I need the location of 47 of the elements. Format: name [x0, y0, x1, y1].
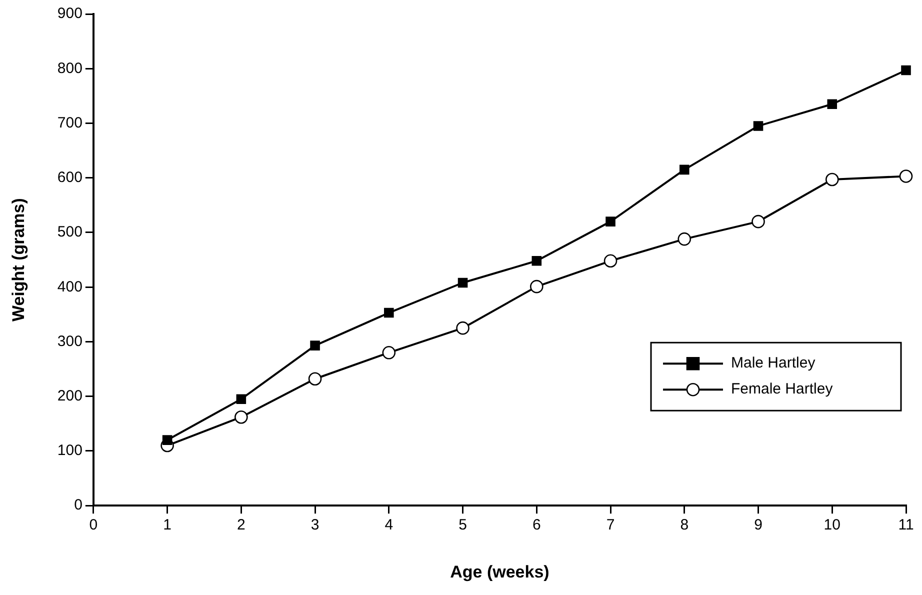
x-tick-label: 11 [898, 516, 914, 534]
point [827, 99, 838, 110]
point [308, 372, 322, 386]
x-tick-label: 3 [310, 516, 320, 534]
point [679, 164, 690, 175]
y-tick-label: 500 [57, 224, 82, 241]
legend-label: Male Hartley [731, 354, 816, 372]
point [162, 435, 172, 445]
y-tick-label: 600 [57, 169, 82, 186]
x-tick-label: 9 [754, 516, 762, 534]
point [753, 121, 764, 131]
y-tick-label: 200 [57, 387, 82, 404]
x-tick-label: 6 [532, 516, 541, 534]
legend-label: Female Hartley [731, 380, 834, 398]
point [530, 280, 544, 294]
point [606, 216, 616, 226]
point [678, 232, 692, 246]
point [752, 214, 765, 228]
x-tick-label: 1 [163, 516, 172, 534]
y-tick-label: 800 [57, 60, 82, 77]
y-tick-label: 300 [57, 332, 82, 350]
x-tick-label: 0 [89, 516, 98, 534]
point [458, 278, 468, 288]
y-axis-title: Weight (grams) [8, 198, 28, 322]
point [899, 170, 913, 183]
y-tick-label: 700 [57, 114, 82, 132]
point [456, 321, 470, 335]
point [384, 308, 394, 318]
x-tick-label: 4 [384, 516, 394, 534]
point [901, 65, 911, 76]
point [382, 346, 396, 360]
y-tick-label: 900 [57, 5, 82, 22]
point [825, 172, 839, 186]
point [310, 340, 320, 350]
x-tick-label: 5 [458, 516, 467, 534]
x-tick-label: 8 [680, 516, 689, 534]
x-tick-label: 7 [606, 516, 615, 534]
y-tick-label: 100 [57, 442, 82, 460]
x-tick-label: 2 [236, 516, 246, 534]
x-tick-label: 10 [824, 516, 840, 534]
point [604, 254, 618, 268]
y-tick-label: 0 [74, 496, 82, 514]
point [234, 410, 248, 424]
point [532, 256, 542, 266]
y-tick-label: 400 [57, 278, 82, 296]
x-axis-title: Age (weeks) [450, 562, 550, 582]
point [236, 394, 246, 404]
